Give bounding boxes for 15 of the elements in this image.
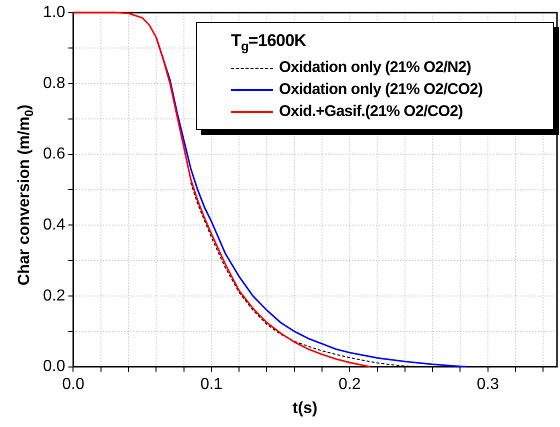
y-tick-label: 0.8 [42, 74, 66, 92]
y-tick-label: 1.0 [42, 4, 66, 22]
y-tick-label: 0.0 [42, 358, 66, 376]
y-tick-label: 0.6 [42, 146, 66, 163]
legend-label: Oxid.+Gasif.(21% O2/CO2) [279, 103, 463, 122]
legend-title: T$_{g}$=1600K [231, 31, 307, 54]
y-tick-label: 0.4 [42, 216, 66, 234]
legend-label: Oxidation only (21% O2/N2) [279, 59, 472, 78]
x-tick-label: 0.0 [62, 376, 84, 393]
x-tick-label: 0.2 [338, 376, 361, 393]
x-axis-title: t(s) [292, 400, 318, 418]
legend-label: Oxidation only (21% O2/CO2) [279, 81, 483, 100]
x-tick-label: 0.1 [200, 376, 223, 393]
x-tick-label: 0.3 [476, 376, 500, 393]
y-tick-label: 0.2 [42, 287, 66, 304]
